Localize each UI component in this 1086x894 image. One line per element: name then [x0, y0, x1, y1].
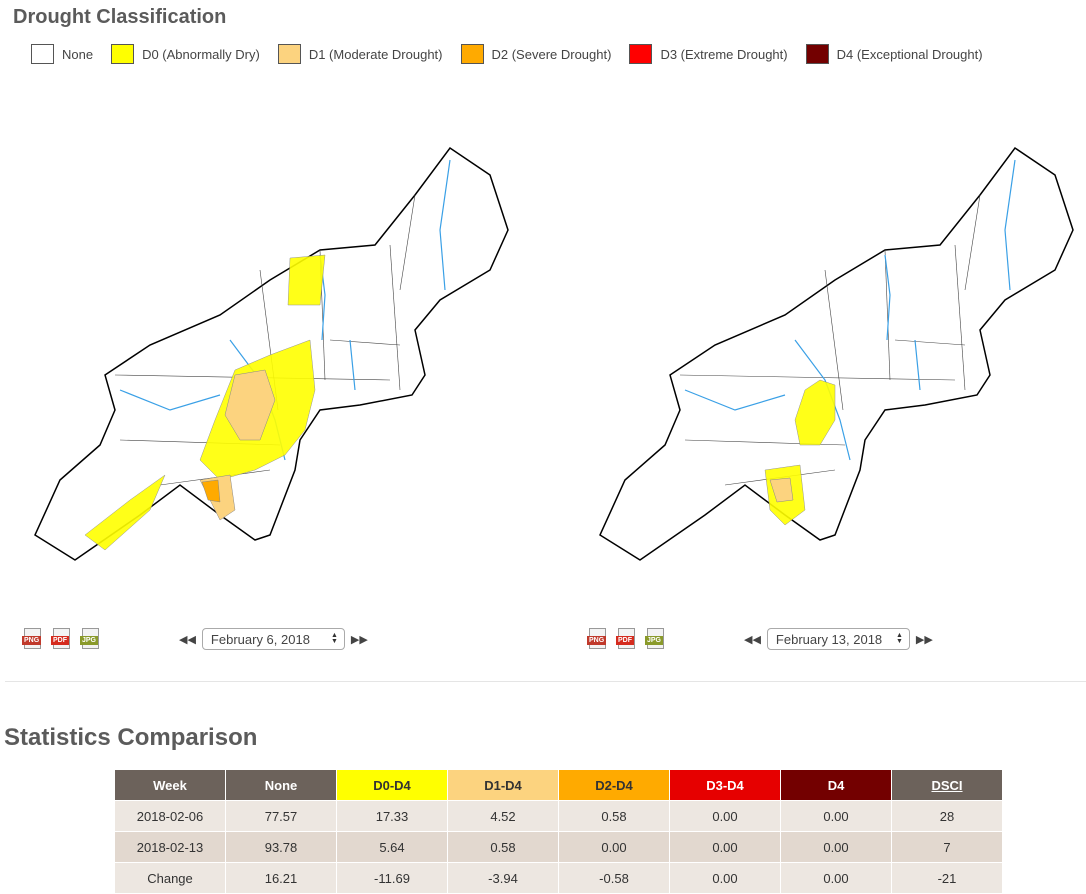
- jpg-download-icon[interactable]: JPG: [645, 628, 667, 650]
- next-week-icon[interactable]: ▶▶: [915, 633, 933, 646]
- header-none: None: [225, 769, 337, 801]
- drought-map-feb-13: [585, 140, 1086, 570]
- table-cell: 2018-02-13: [114, 831, 226, 863]
- file-type-label: PNG: [587, 636, 607, 645]
- legend-item-d3: D3 (Extreme Drought): [629, 44, 788, 64]
- table-cell: 28: [891, 800, 1003, 832]
- d2-area: [201, 479, 221, 503]
- legend-label: None: [62, 46, 94, 62]
- statistics-table: Week None D0-D4 D1-D4 D2-D4 D3-D4 D4 DSC…: [114, 769, 1003, 894]
- legend-item-d1: D1 (Moderate Drought): [277, 44, 443, 64]
- legend-item-d0: D0 (Abnormally Dry): [111, 44, 260, 64]
- northeast-map-svg: [599, 146, 1074, 561]
- file-type-label: JPG: [645, 636, 664, 645]
- drought-classification-title: Drought Classification: [13, 6, 227, 28]
- selected-date: February 6, 2018: [210, 631, 310, 647]
- table-cell: -11.69: [336, 862, 448, 894]
- jpg-download-icon[interactable]: JPG: [80, 628, 102, 650]
- pdf-download-icon[interactable]: PDF: [51, 628, 73, 650]
- header-d0-d4: D0-D4: [336, 769, 448, 801]
- pdf-download-icon[interactable]: PDF: [616, 628, 638, 650]
- header-week: Week: [114, 769, 226, 801]
- header-d4: D4: [780, 769, 892, 801]
- table-cell: 0.00: [780, 800, 892, 832]
- d1-area: [224, 369, 276, 441]
- legend-label: D2 (Severe Drought): [491, 46, 612, 62]
- previous-week-icon[interactable]: ◀◀: [179, 633, 196, 646]
- table-cell: 0.00: [669, 831, 781, 863]
- table-cell: 0.58: [447, 831, 559, 863]
- date-select-right[interactable]: February 13, 2018 ▲ ▼: [766, 628, 910, 650]
- next-week-icon[interactable]: ▶▶: [350, 633, 368, 646]
- file-type-label: PDF: [51, 636, 69, 645]
- date-select-left[interactable]: February 6, 2018 ▲ ▼: [201, 628, 345, 650]
- legend-swatch-none: [31, 44, 54, 64]
- header-d3-d4: D3-D4: [669, 769, 781, 801]
- table-cell: -0.58: [558, 862, 670, 894]
- header-d1-d4: D1-D4: [447, 769, 559, 801]
- table-cell: 0.00: [558, 831, 670, 863]
- table-cell: 5.64: [336, 831, 448, 863]
- legend-label: D3 (Extreme Drought): [660, 46, 788, 62]
- file-type-label: JPG: [80, 636, 99, 645]
- table-cell: 0.00: [780, 862, 892, 894]
- legend-item-d4: D4 (Exceptional Drought): [805, 44, 983, 64]
- file-type-label: PNG: [22, 636, 42, 645]
- table-row: 2018-02-13 93.78 5.64 0.58 0.00 0.00 0.0…: [114, 831, 1003, 863]
- legend-label: D4 (Exceptional Drought): [836, 46, 983, 62]
- table-cell: 17.33: [336, 800, 448, 832]
- legend-swatch-d4: [805, 44, 829, 64]
- table-cell: 16.21: [225, 862, 337, 894]
- northeast-outline: [34, 146, 509, 561]
- png-download-icon[interactable]: PNG: [587, 628, 609, 650]
- table-cell: 93.78: [225, 831, 337, 863]
- right-map-controls: PNG PDF JPG ◀◀ February 13, 2018 ▲ ▼ ▶▶: [587, 626, 939, 652]
- table-header-row: Week None D0-D4 D1-D4 D2-D4 D3-D4 D4 DSC…: [114, 769, 1003, 801]
- legend-swatch-d3: [629, 44, 653, 64]
- table-cell: 7: [891, 831, 1003, 863]
- legend-swatch-d1: [277, 44, 301, 64]
- northeast-outline: [599, 146, 1074, 561]
- d0-area-main: [794, 379, 836, 446]
- table-cell: 0.58: [558, 800, 670, 832]
- legend-item-d2: D2 (Severe Drought): [460, 44, 612, 64]
- dsci-link[interactable]: DSCI: [931, 777, 963, 793]
- table-cell: -3.94: [447, 862, 559, 894]
- table-cell: -21: [891, 862, 1003, 894]
- header-d2-d4: D2-D4: [558, 769, 670, 801]
- d1-area-md: [769, 477, 794, 503]
- statistics-comparison-title: Statistics Comparison: [4, 724, 258, 751]
- table-cell: Change: [114, 862, 226, 894]
- section-divider: [5, 681, 1086, 682]
- table-row: Change 16.21 -11.69 -3.94 -0.58 0.00 0.0…: [114, 862, 1003, 894]
- northeast-map-svg: [34, 146, 509, 561]
- drought-map-feb-6: [20, 140, 540, 570]
- table-cell: 0.00: [669, 862, 781, 894]
- d0-area-sw: [84, 474, 166, 551]
- table-cell: 0.00: [780, 831, 892, 863]
- legend-label: D0 (Abnormally Dry): [142, 46, 260, 62]
- legend-swatch-d2: [460, 44, 484, 64]
- table-cell: 0.00: [669, 800, 781, 832]
- table-cell: 2018-02-06: [114, 800, 226, 832]
- drought-legend: None D0 (Abnormally Dry) D1 (Moderate Dr…: [31, 44, 1001, 64]
- previous-week-icon[interactable]: ◀◀: [744, 633, 761, 646]
- file-type-label: PDF: [616, 636, 634, 645]
- selected-date: February 13, 2018: [775, 631, 883, 647]
- left-map-controls: PNG PDF JPG ◀◀ February 6, 2018 ▲ ▼ ▶▶: [22, 626, 374, 652]
- rivers: [684, 159, 1016, 461]
- png-download-icon[interactable]: PNG: [22, 628, 44, 650]
- legend-item-none: None: [31, 44, 93, 64]
- legend-swatch-d0: [111, 44, 135, 64]
- d0-area-ny: [287, 254, 326, 306]
- table-row: 2018-02-06 77.57 17.33 4.52 0.58 0.00 0.…: [114, 800, 1003, 832]
- header-dsci[interactable]: DSCI: [891, 769, 1003, 801]
- table-cell: 77.57: [225, 800, 337, 832]
- select-arrows-icon: ▲ ▼: [330, 632, 338, 645]
- select-arrows-icon: ▲ ▼: [895, 632, 903, 645]
- legend-label: D1 (Moderate Drought): [308, 46, 443, 62]
- table-cell: 4.52: [447, 800, 559, 832]
